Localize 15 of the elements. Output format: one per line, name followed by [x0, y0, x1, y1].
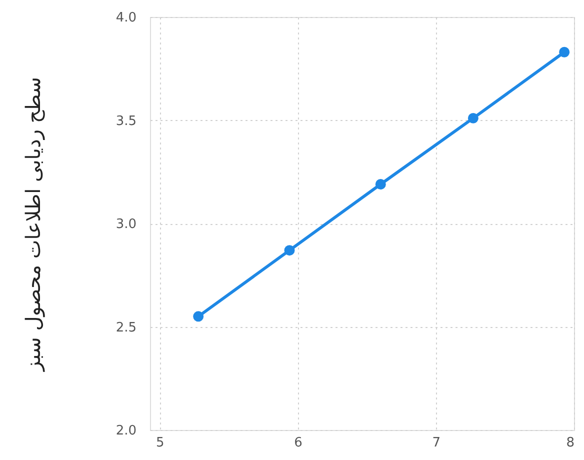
- y-tick-label: 3.5: [116, 114, 136, 129]
- x-tick-label: 7: [432, 436, 441, 450]
- y-tick-label: 2.0: [116, 424, 136, 438]
- point: [468, 112, 478, 124]
- x-tick-label: 8: [566, 436, 574, 450]
- x-tick-label: 6: [294, 436, 302, 450]
- y-tick-label: 2.5: [116, 320, 136, 336]
- point: [559, 46, 570, 58]
- point: [193, 311, 204, 322]
- point: [284, 245, 295, 256]
- y-tick-label: 3.0: [116, 217, 136, 232]
- x-tick-label: 5: [156, 436, 164, 450]
- y-axis-title: سطح ردیابی اطلاعات محصول سبز: [20, 77, 45, 372]
- y-tick-label: 4.0: [116, 10, 136, 26]
- point: [375, 179, 386, 190]
